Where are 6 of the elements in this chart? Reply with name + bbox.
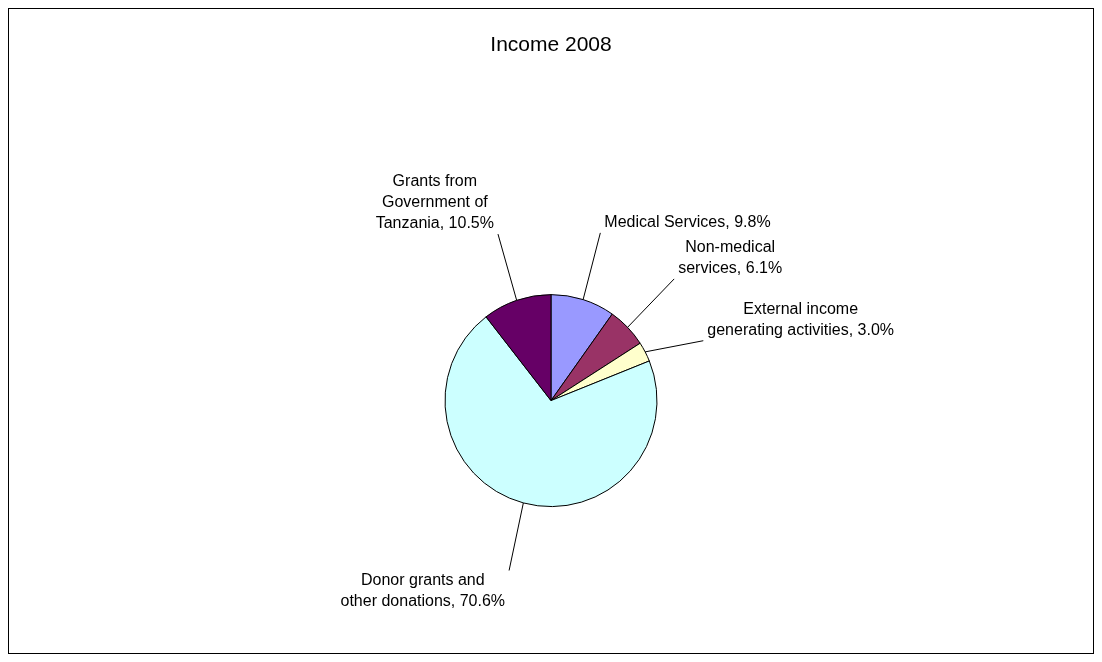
slice-label: Non-medical services, 6.1% (678, 237, 783, 276)
chart-title: Income 2008 (490, 32, 612, 56)
slice-label: Donor grants and other donations, 70.6% (340, 571, 506, 610)
slice-label: Medical Services, 9.8% (604, 212, 771, 230)
slice-label: Grants from Government of Tanzania, 10.5% (375, 172, 494, 231)
slice-label: External income generating activities, 3.0% (707, 299, 895, 338)
